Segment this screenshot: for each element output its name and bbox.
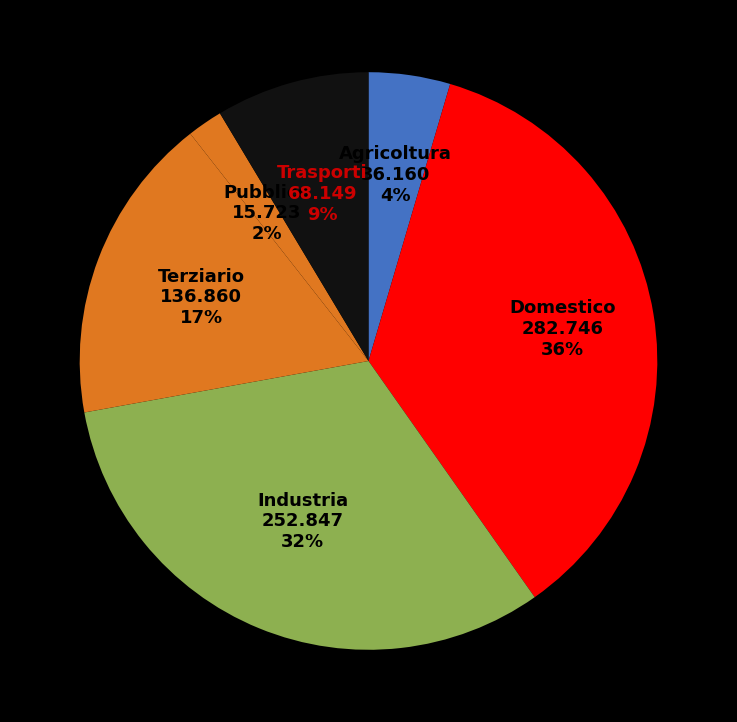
Text: Pubblico
15.723
2%: Pubblico 15.723 2% (223, 183, 310, 243)
Wedge shape (190, 113, 368, 361)
Text: Domestico
282.746
36%: Domestico 282.746 36% (509, 300, 615, 359)
Wedge shape (220, 72, 368, 361)
Wedge shape (84, 361, 534, 650)
Text: Terziario
136.860
17%: Terziario 136.860 17% (158, 268, 245, 327)
Text: Trasporti
68.149
9%: Trasporti 68.149 9% (277, 164, 368, 224)
Wedge shape (368, 84, 657, 597)
Text: Industria
252.847
32%: Industria 252.847 32% (257, 492, 349, 551)
Wedge shape (80, 134, 368, 412)
Text: Agricoltura
36.160
4%: Agricoltura 36.160 4% (339, 145, 452, 205)
Wedge shape (368, 72, 450, 361)
